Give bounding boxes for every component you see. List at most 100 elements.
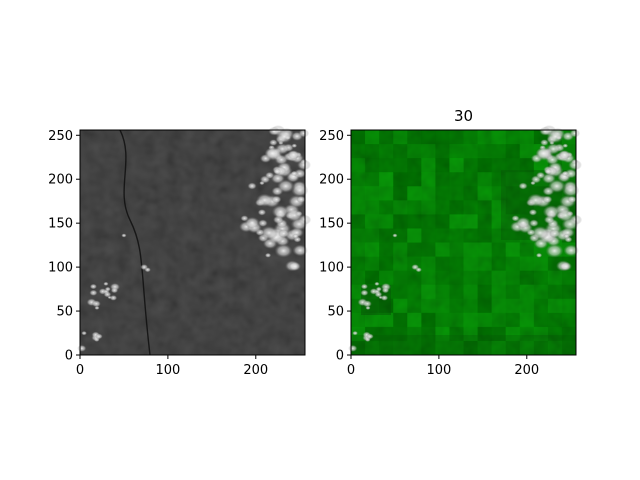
chart-title-right: 30 [454, 107, 473, 125]
y-tick-label: 100 [48, 261, 73, 276]
cloud-blob [528, 209, 538, 216]
x-tick-label: 100 [155, 363, 180, 378]
cloud-blob [540, 139, 549, 146]
y-tick-label: 150 [319, 217, 344, 232]
ticks-left: 0 100 200 0 50 100 150 200 250 [48, 129, 268, 378]
cloud-blob [557, 208, 574, 222]
cloud-blob [275, 130, 293, 144]
cloud-blob [562, 143, 569, 148]
cloud-blob [515, 216, 531, 229]
cloud-blob [291, 143, 298, 148]
cloud-blob [260, 226, 279, 240]
cloud-blob [89, 283, 98, 290]
cloud-blob [244, 216, 260, 229]
cloud-blob [293, 168, 307, 179]
cloud-blob [296, 195, 306, 203]
cloud-blob [292, 244, 308, 257]
cloud-blob [348, 344, 358, 352]
axes-left: 0 100 200 0 50 100 150 200 250 [48, 125, 312, 378]
cloud-blob [291, 183, 309, 197]
cloud-blob [568, 159, 582, 171]
y-tick-label: 150 [48, 217, 73, 232]
cloud-blob [535, 171, 546, 179]
cloud-blob [360, 289, 369, 296]
cloud-blob [531, 226, 550, 240]
clouds-right [348, 125, 583, 352]
cloud-blob [539, 126, 551, 136]
cloud-blob [562, 183, 580, 197]
cloud-blob [352, 330, 358, 336]
cloud-blob [564, 168, 578, 179]
cloud-blob [518, 182, 528, 190]
cloud-blob [104, 286, 111, 292]
cloud-blob [559, 261, 572, 271]
cloud-blob [91, 300, 101, 308]
cloud-blob [375, 286, 382, 292]
cloud-blob [274, 243, 293, 258]
cloud-blob [109, 294, 118, 301]
cloud-blob [256, 193, 274, 207]
cloud-blob [103, 291, 112, 298]
cloud-blob [271, 195, 282, 204]
cloud-blob [542, 205, 561, 219]
cloud-blob [366, 333, 374, 340]
y-tick-label: 50 [327, 305, 344, 320]
y-tick-label: 0 [336, 349, 344, 364]
cloud-blob [110, 287, 119, 294]
cloud-blob [277, 179, 295, 193]
cloud-blob [527, 193, 545, 207]
cloud-blob [264, 147, 281, 160]
y-tick-label: 200 [48, 173, 73, 188]
cloud-blob [360, 283, 369, 290]
cloud-blob [563, 244, 579, 257]
cloud-blob [380, 294, 389, 301]
cloud-blob [290, 170, 298, 177]
cloud-blob [257, 209, 267, 216]
cloud-blob [95, 333, 103, 340]
cloud-blob [286, 208, 303, 222]
cloud-blob [144, 267, 151, 273]
y-tick-label: 250 [319, 129, 344, 144]
cloud-blob [569, 129, 581, 138]
x-tick-label: 200 [514, 363, 539, 378]
y-tick-label: 0 [65, 349, 73, 364]
image-left-river [119, 129, 151, 356]
cloud-blob [94, 305, 100, 310]
cloud-blob [542, 195, 553, 204]
cloud-blob [287, 150, 300, 160]
cloud-blob [103, 281, 109, 286]
cloud-blob [535, 252, 543, 258]
cloud-blob [374, 291, 383, 298]
cloud-blob [549, 229, 561, 238]
cloud-blob [561, 170, 569, 177]
cloud-blob [392, 233, 398, 238]
cloud-blob [288, 261, 301, 271]
ticks-right: 0 100 200 0 50 100 150 200 250 [319, 129, 539, 378]
cloud-blob [381, 287, 390, 294]
y-tick-label: 250 [48, 129, 73, 144]
cloud-blob [278, 229, 290, 238]
cloud-blob [374, 281, 380, 286]
cloud-blob [365, 305, 371, 310]
cloud-blob [567, 195, 577, 203]
cloud-blob [269, 139, 278, 146]
axes-right-frame [350, 129, 577, 356]
cloud-blob [558, 150, 571, 160]
cloud-blob [271, 205, 290, 219]
y-tick-label: 200 [319, 173, 344, 188]
cloud-blob [247, 182, 257, 190]
clouds-left [77, 125, 312, 352]
cloud-blob [545, 243, 564, 258]
cloud-blob [548, 179, 566, 193]
x-tick-label: 0 [76, 363, 84, 378]
cloud-blob [362, 300, 372, 308]
cloud-blob [77, 344, 87, 352]
cloud-blob [264, 252, 272, 258]
cloud-blob [535, 147, 552, 160]
cloud-blob [264, 171, 275, 179]
y-tick-label: 50 [56, 305, 73, 320]
cloud-blob [563, 233, 570, 239]
x-tick-label: 0 [347, 363, 355, 378]
axes-left-frame [79, 129, 306, 356]
